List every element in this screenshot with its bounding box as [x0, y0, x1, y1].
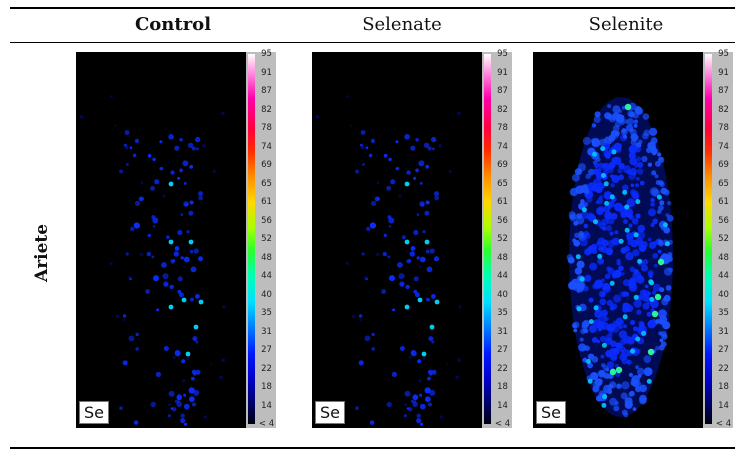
colorbar-tick: 27 [261, 345, 272, 355]
colorbar-tick: 91 [261, 67, 272, 78]
colorbar-tick: 27 [718, 345, 729, 355]
colorbar-tick: < 4 [715, 419, 732, 429]
table-bottom-rule [10, 447, 735, 449]
colorbar-tick: 52 [718, 234, 729, 244]
colorbar-tick: 18 [497, 382, 508, 392]
colorbar-tick: 44 [261, 271, 272, 281]
colorbar-tick: 14 [718, 400, 729, 411]
colorbar-selenate: 95 91 87 82 78 74 69 65 61 56 52 48 44 40 35 31 27 22 18 14… [482, 49, 512, 429]
colorbar-tick: 82 [718, 104, 729, 115]
colorbar-tick: 31 [261, 326, 272, 337]
column-header-selenate: Selenate [362, 14, 442, 35]
colorbar-tick: 14 [261, 400, 272, 411]
colorbar-tick: 44 [497, 271, 508, 281]
column-header-control: Control [134, 14, 212, 35]
colorbar-tick: 87 [261, 86, 272, 96]
colorbar-tick: 52 [497, 234, 508, 244]
se-map-selenite [533, 52, 703, 428]
colorbar-tick: 44 [718, 271, 729, 281]
colorbar-tick: 87 [497, 86, 508, 96]
colorbar-tick: 91 [718, 67, 729, 78]
se-map-control-image [79, 95, 226, 426]
colorbar-ticks: 95 91 87 82 78 74 69 65 61 56 52 48 44 40 35 31 27 22 18 14… [493, 49, 512, 429]
colorbar-tick: 69 [497, 160, 508, 170]
colorbar-tick: 69 [261, 160, 272, 170]
se-map-selenite-image [566, 97, 674, 418]
colorbar-tick: 87 [718, 86, 729, 96]
colorbar-tick: 74 [497, 141, 508, 152]
colorbar-tick: 65 [261, 178, 272, 189]
colorbar-tick: 74 [718, 141, 729, 152]
panel-control: 95 91 87 82 78 74 69 65 61 56 52 48 44 40 35 31 27 22 18 14… [76, 49, 276, 429]
colorbar-tick: 35 [497, 308, 508, 318]
colorbar-tick: 95 [261, 49, 272, 59]
colorbar-tick: 18 [261, 382, 272, 392]
colorbar-tick: 61 [718, 197, 729, 207]
colorbar-tick: 35 [718, 308, 729, 318]
colorbar-tick: 69 [718, 160, 729, 170]
colorbar-selenite: 95 91 87 82 78 74 69 65 61 56 52 48 44 40 35 31 27 22 18 14… [703, 49, 733, 429]
colorbar-tick: 48 [497, 252, 508, 263]
colorbar-tick: 40 [497, 289, 508, 300]
colorbar-tick: 27 [497, 345, 508, 355]
colorbar-gradient [484, 54, 491, 424]
colorbar-tick: 31 [718, 326, 729, 337]
colorbar-ticks: 95 91 87 82 78 74 69 65 61 56 52 48 44 40 35 31 27 22 18 14… [714, 49, 733, 429]
colorbar-tick: 65 [718, 178, 729, 189]
colorbar-ticks: 95 91 87 82 78 74 69 65 61 56 52 48 44 40 35 31 27 22 18 14… [257, 49, 276, 429]
colorbar-tick: 61 [497, 197, 508, 207]
se-map-selenate-image [315, 95, 462, 426]
table-top-rule [10, 7, 735, 9]
colorbar-tick: 40 [261, 289, 272, 300]
colorbar-tick: 52 [261, 234, 272, 244]
colorbar-tick: < 4 [258, 419, 275, 429]
panel-selenate: 95 91 87 82 78 74 69 65 61 56 52 48 44 40 35 31 27 22 18 14… [312, 49, 512, 429]
panel-selenite: 95 91 87 82 78 74 69 65 61 56 52 48 44 40 35 31 27 22 18 14… [533, 49, 733, 429]
table-header-rule [10, 42, 735, 43]
colorbar-tick: 22 [497, 363, 508, 374]
colorbar-gradient [705, 54, 712, 424]
element-label: Se [79, 401, 109, 424]
colorbar-tick: 48 [718, 252, 729, 263]
colorbar-control: 95 91 87 82 78 74 69 65 61 56 52 48 44 40 35 31 27 22 18 14… [246, 49, 276, 429]
colorbar-tick: 56 [261, 215, 272, 226]
column-header-selenite: Selenite [588, 14, 664, 35]
colorbar-tick: 56 [497, 215, 508, 226]
colorbar-tick: 82 [497, 104, 508, 115]
colorbar-tick: 78 [718, 123, 729, 133]
colorbar-tick: 82 [261, 104, 272, 115]
se-map-control [76, 52, 246, 428]
element-label: Se [536, 401, 566, 424]
colorbar-tick: 78 [497, 123, 508, 133]
row-label-ariete: Ariete [32, 223, 52, 282]
colorbar-tick: 56 [718, 215, 729, 226]
colorbar-tick: 78 [261, 123, 272, 133]
colorbar-tick: 95 [497, 49, 508, 59]
colorbar-tick: 65 [497, 178, 508, 189]
colorbar-tick: 95 [718, 49, 729, 59]
colorbar-tick: 48 [261, 252, 272, 263]
colorbar-tick: 22 [718, 363, 729, 374]
colorbar-tick: < 4 [494, 419, 511, 429]
colorbar-tick: 61 [261, 197, 272, 207]
colorbar-tick: 40 [718, 289, 729, 300]
colorbar-tick: 74 [261, 141, 272, 152]
colorbar-tick: 91 [497, 67, 508, 78]
colorbar-tick: 35 [261, 308, 272, 318]
colorbar-tick: 18 [718, 382, 729, 392]
colorbar-tick: 22 [261, 363, 272, 374]
element-label: Se [315, 401, 345, 424]
colorbar-gradient [248, 54, 255, 424]
se-map-selenate [312, 52, 482, 428]
colorbar-tick: 31 [497, 326, 508, 337]
colorbar-tick: 14 [497, 400, 508, 411]
